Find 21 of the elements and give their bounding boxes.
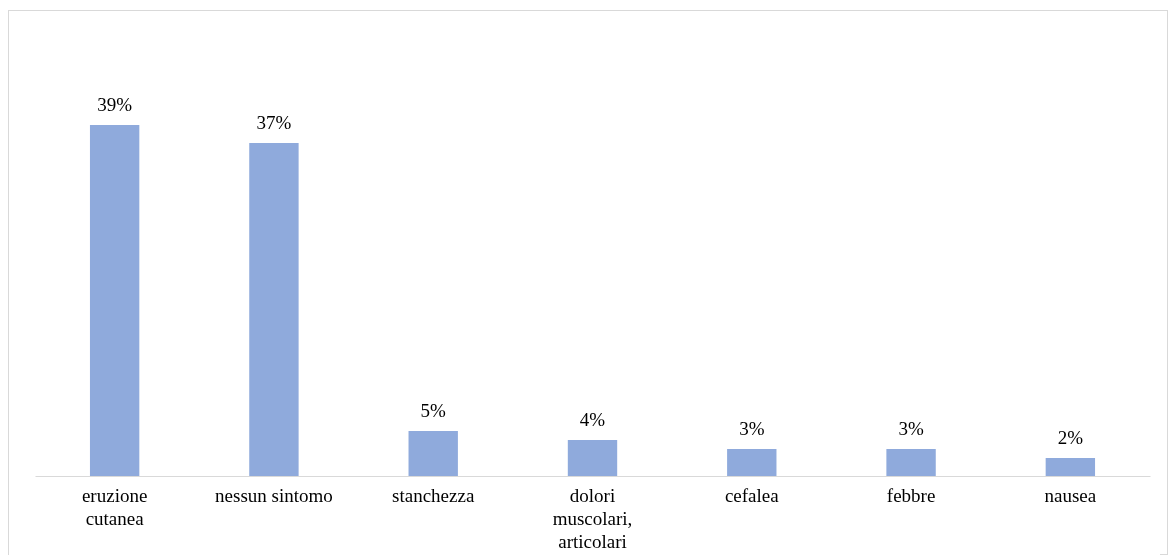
- bar: [89, 125, 140, 476]
- bar: [408, 431, 458, 476]
- data-label: 37%: [256, 112, 292, 133]
- bar: [727, 449, 777, 476]
- bar: [1045, 458, 1096, 476]
- data-label: 39%: [97, 94, 133, 115]
- data-label: 3%: [898, 418, 924, 439]
- data-label: 5%: [420, 400, 447, 421]
- data-label: 3%: [739, 418, 765, 439]
- bar: [886, 449, 936, 476]
- data-label: 4%: [579, 409, 606, 430]
- x-tick-label: cefalea: [724, 484, 780, 506]
- x-tick-label: nausea: [1044, 484, 1097, 506]
- x-tick-label: eruzione cutanea: [81, 484, 148, 529]
- x-tick-label: dolori muscolari, articolari: [552, 484, 633, 552]
- bar: [567, 440, 618, 476]
- x-tick-label: stanchezza: [392, 484, 475, 506]
- data-label: 2%: [1057, 427, 1084, 448]
- bar: [249, 143, 299, 476]
- x-tick-label: nessun sintomo: [215, 484, 333, 506]
- x-tick-label: febbre: [886, 484, 936, 506]
